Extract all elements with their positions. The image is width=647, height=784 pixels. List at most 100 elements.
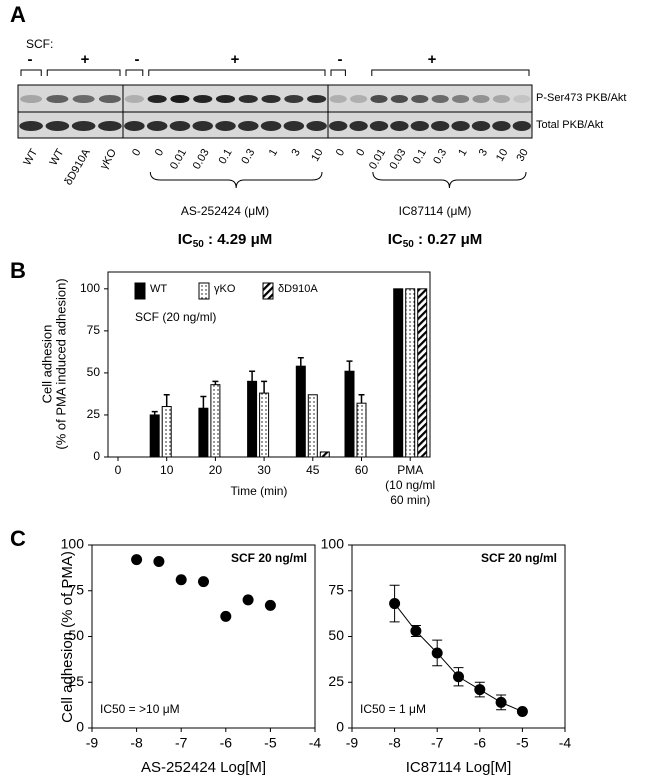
group-label: IC87114 (μM) [399, 204, 472, 218]
annotation: SCF (20 ng/ml) [135, 310, 216, 324]
x-axis-label: Time (min) [231, 484, 288, 498]
lane-label: WT [21, 147, 40, 168]
band [472, 95, 490, 103]
band [260, 121, 282, 131]
bar [356, 402, 367, 458]
lane-label: 1 [456, 147, 469, 158]
band [492, 95, 510, 103]
legend-label: δD910A [278, 283, 318, 295]
legend-swatch [134, 282, 146, 300]
bracket [46, 69, 121, 76]
y-tick-label: 25 [87, 407, 101, 421]
bracket [148, 69, 326, 76]
y-tick-label: 100 [321, 536, 345, 552]
error-bar [212, 380, 219, 385]
band [72, 95, 95, 103]
legend-label: WT [150, 283, 167, 295]
band [306, 121, 327, 131]
lane-label: 3 [477, 147, 490, 158]
bracket [330, 69, 346, 76]
x-tick-label: 0 [115, 463, 122, 477]
y-tick-label: 50 [68, 627, 84, 643]
band [46, 95, 69, 103]
x-tick-line: 60 [355, 463, 369, 477]
band [390, 121, 409, 131]
treatment-sign: - [28, 51, 33, 68]
lane-label: 0 [153, 147, 166, 158]
lane-label: WT [48, 147, 67, 168]
point [453, 671, 464, 683]
error-bar [249, 370, 256, 382]
bar [149, 414, 160, 458]
legend-swatch [262, 282, 274, 300]
y-axis-label: Cell adhesion (% of PMA) [59, 551, 76, 723]
ic50-note: IC50 = >10 μM [100, 702, 180, 716]
lane-label: 10 [494, 147, 511, 164]
bar [161, 406, 172, 458]
error-bar [346, 360, 353, 372]
band [410, 121, 429, 131]
x-tick-label: -5 [264, 735, 277, 751]
panel-letter: A [10, 2, 26, 27]
band [512, 121, 531, 131]
lane-label: 0 [334, 147, 347, 158]
bar [393, 288, 404, 458]
row-label: Total PKB/Akt [536, 119, 603, 131]
y-tick-label: 25 [328, 673, 344, 689]
x-axis-label: IC87114 Log[M] [406, 759, 512, 776]
brace [372, 171, 527, 189]
bar [417, 288, 428, 458]
lane-label: 0.03 [387, 147, 408, 172]
treatment-sign: + [231, 51, 240, 68]
ic50: IC50 : 0.27 μM [388, 231, 483, 250]
band [370, 95, 388, 103]
x-tick-label: -5 [516, 735, 529, 751]
band [147, 95, 167, 103]
x-tick-line: 10 [160, 463, 174, 477]
annotation: SCF 20 ng/ml [231, 551, 307, 565]
x-tick-label: -7 [175, 735, 188, 751]
band [431, 121, 450, 131]
band [513, 95, 531, 103]
lane-label: 0.03 [191, 147, 212, 172]
band [329, 121, 348, 131]
ic50-sub: 50 [193, 239, 205, 250]
x-tick-label: 45 [306, 463, 320, 477]
band [192, 121, 213, 131]
x-tick-label: -9 [346, 735, 359, 751]
row-label: P-Ser473 PKB/Akt [536, 92, 627, 104]
ic50-note: IC50 = 1 μM [360, 702, 426, 716]
band [146, 121, 168, 131]
point [516, 706, 528, 718]
point [431, 647, 443, 659]
point [495, 696, 507, 708]
bar [295, 365, 306, 458]
band [284, 95, 304, 103]
band [124, 95, 144, 103]
band [193, 95, 213, 103]
band [411, 95, 429, 103]
x-tick-label: -6 [474, 735, 487, 751]
x-tick-label: -7 [431, 735, 444, 751]
y-axis-label: (% of PMA induced adhesion) [53, 278, 68, 449]
x-tick-line: (10 ng/ml [385, 478, 435, 492]
bar [259, 392, 270, 458]
error-bar [163, 394, 170, 407]
lane-label: γKO [98, 147, 119, 172]
band [471, 121, 491, 131]
band [451, 121, 470, 131]
lane-label: 0.01 [367, 147, 388, 172]
lane-label: 3 [289, 147, 302, 158]
band [261, 95, 281, 103]
band [98, 121, 122, 131]
plot-frame [351, 544, 566, 729]
error-bar [151, 410, 158, 415]
point [220, 610, 232, 622]
band [215, 121, 236, 131]
treatment-sign: + [81, 51, 90, 68]
band [452, 95, 470, 103]
brace [149, 171, 323, 189]
treatment-sign: - [135, 51, 140, 68]
bar [210, 384, 221, 458]
treatment-sign: + [428, 51, 437, 68]
